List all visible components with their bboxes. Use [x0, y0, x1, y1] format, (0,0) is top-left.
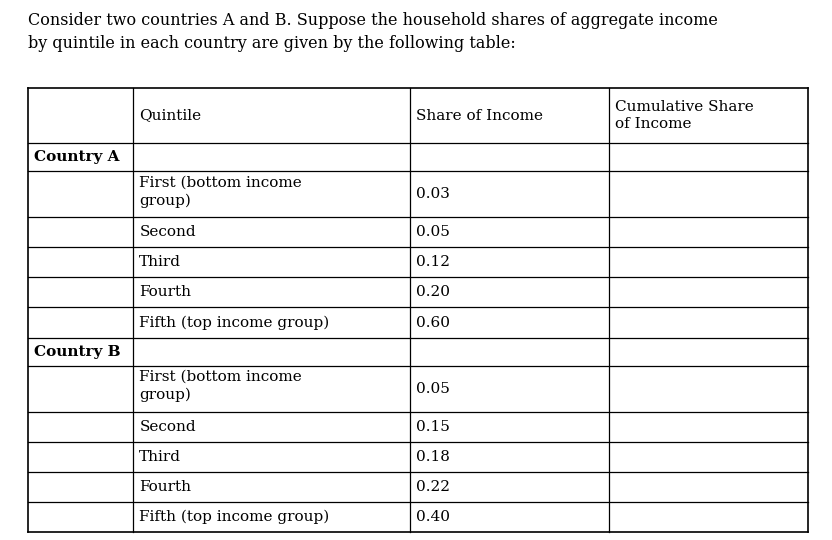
Text: 0.40: 0.40 — [416, 510, 450, 524]
Text: 0.15: 0.15 — [416, 420, 450, 434]
Text: Fifth (top income group): Fifth (top income group) — [139, 315, 329, 330]
Text: Share of Income: Share of Income — [416, 109, 543, 123]
Text: Second: Second — [139, 225, 196, 239]
Text: 0.12: 0.12 — [416, 255, 450, 269]
Text: First (bottom income
group): First (bottom income group) — [139, 369, 302, 402]
Text: Consider two countries A and B. Suppose the household shares of aggregate income: Consider two countries A and B. Suppose … — [28, 12, 718, 52]
Text: Cumulative Share
of Income: Cumulative Share of Income — [615, 100, 754, 131]
Text: Third: Third — [139, 255, 181, 269]
Text: Second: Second — [139, 420, 196, 434]
Text: Fourth: Fourth — [139, 480, 191, 494]
Text: 0.05: 0.05 — [416, 382, 450, 396]
Text: 0.18: 0.18 — [416, 450, 450, 464]
Text: 0.22: 0.22 — [416, 480, 450, 494]
Text: 0.20: 0.20 — [416, 286, 450, 300]
Text: Fifth (top income group): Fifth (top income group) — [139, 510, 329, 524]
Text: 0.05: 0.05 — [416, 225, 450, 239]
Text: Third: Third — [139, 450, 181, 464]
Text: First (bottom income
group): First (bottom income group) — [139, 175, 302, 207]
Text: Country A: Country A — [34, 150, 120, 164]
Text: 0.03: 0.03 — [416, 187, 450, 201]
Text: Quintile: Quintile — [139, 109, 201, 123]
Text: 0.60: 0.60 — [416, 315, 450, 329]
Text: Fourth: Fourth — [139, 286, 191, 300]
Text: Country B: Country B — [34, 345, 121, 359]
